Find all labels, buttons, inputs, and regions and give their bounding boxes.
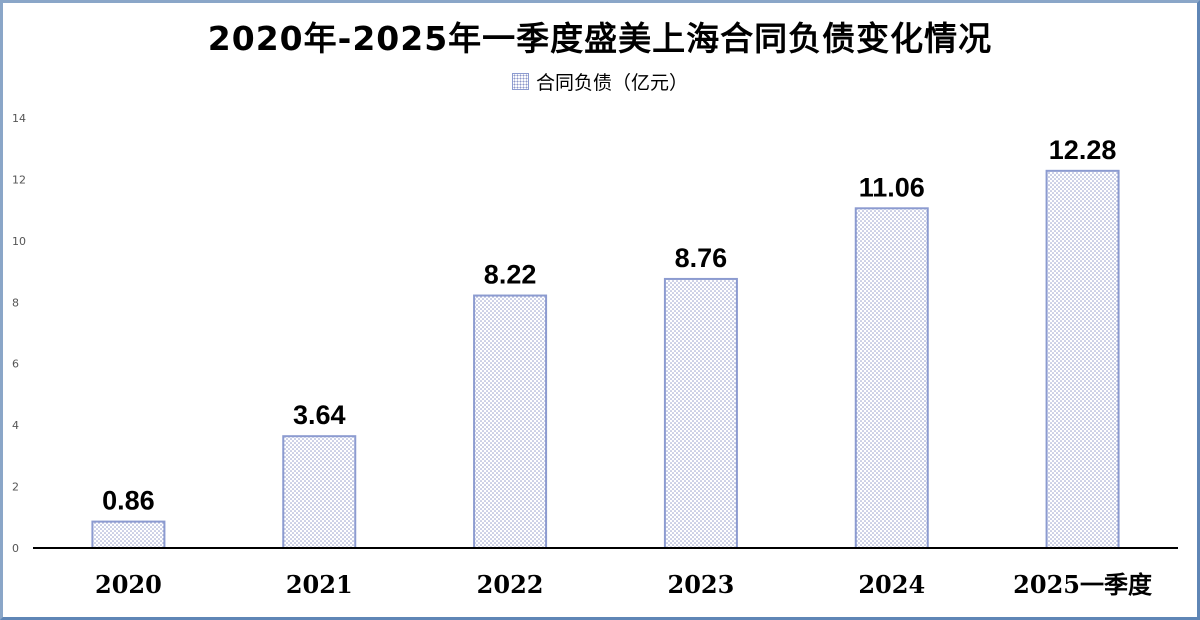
bar xyxy=(1045,169,1120,549)
x-tick-label: 2023 xyxy=(668,570,735,599)
x-tick-label: 2024 xyxy=(858,570,925,599)
category-labels: 2020 2021 2022 2023 2024 2025一季度 xyxy=(95,570,1153,599)
legend-label: 合同负债（亿元） xyxy=(535,72,688,94)
chart-legend: 合同负债（亿元） xyxy=(0,68,1200,95)
y-tick-label: 10 xyxy=(12,235,26,248)
x-tick-label: 2022 xyxy=(477,570,544,599)
data-label: 8.76 xyxy=(675,243,728,273)
y-tick-label: 4 xyxy=(12,419,19,432)
y-tick-label: 8 xyxy=(12,296,19,309)
data-label: 12.28 xyxy=(1049,135,1117,165)
value-labels: 0.86 3.64 8.22 8.76 11.06 12.28 xyxy=(102,135,1116,516)
y-tick-label: 12 xyxy=(12,173,26,186)
bar xyxy=(91,520,166,549)
bar xyxy=(473,294,548,549)
x-tick-label: 2020 xyxy=(95,570,162,599)
chart-title: 2020年-2025年一季度盛美上海合同负债变化情况 xyxy=(207,19,993,58)
bar xyxy=(854,207,929,550)
bar xyxy=(663,277,738,549)
data-label: 11.06 xyxy=(859,172,925,202)
data-label: 8.22 xyxy=(484,260,537,290)
y-tick-label: 0 xyxy=(12,542,19,555)
y-tick-label: 2 xyxy=(12,481,19,494)
data-label: 0.86 xyxy=(102,486,155,516)
bar xyxy=(282,435,357,550)
x-tick-label: 2021 xyxy=(286,570,353,599)
y-tick-label: 6 xyxy=(12,358,19,371)
legend-swatch xyxy=(511,73,529,90)
y-axis-ticks: 0 2 4 6 8 10 12 14 xyxy=(12,112,26,555)
bars xyxy=(91,169,1120,550)
x-tick-label: 2025一季度 xyxy=(1013,570,1153,599)
y-tick-label: 14 xyxy=(12,112,26,125)
data-label: 3.64 xyxy=(293,400,346,430)
